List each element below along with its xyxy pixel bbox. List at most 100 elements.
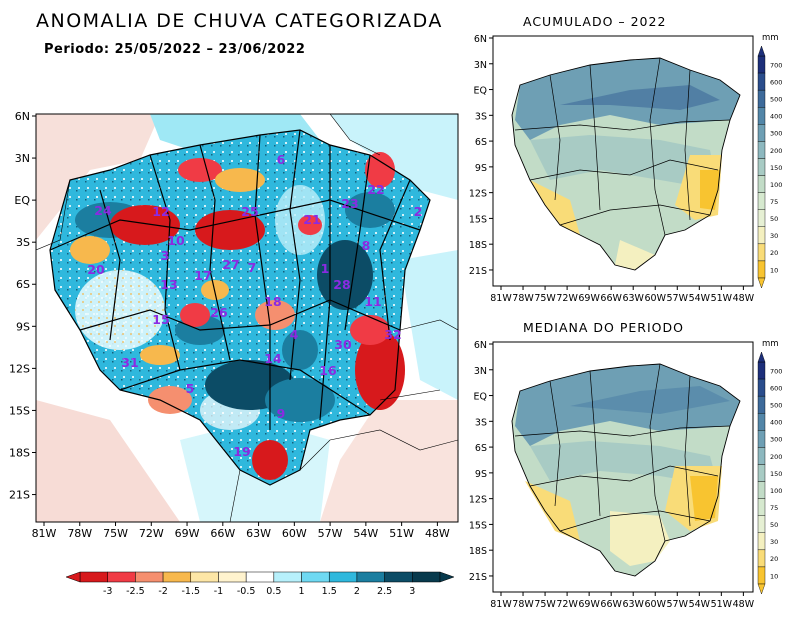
mm-colorbar-label: 75 [770, 198, 778, 206]
colorbar-label: 1 [299, 586, 305, 597]
lat-label: 6S [475, 137, 487, 148]
median-map: 6N 3N EQ 3S 6S 9S 12S 15S 18S 21S 81W 78W 75W 72W 69W… [469, 340, 755, 610]
basin-number: 14 [264, 351, 282, 366]
mm-colorbar-label: 700 [770, 61, 782, 69]
basin-number: 16 [319, 363, 337, 378]
basin-number: 24 [94, 203, 112, 218]
lon-label: 66W [600, 293, 622, 304]
lat-label: 18S [469, 240, 487, 251]
colorbar-segment [245, 571, 275, 583]
lat-label: 3N [15, 152, 30, 165]
colorbar-label: 1.5 [322, 586, 337, 597]
lat-label: 6S [475, 443, 487, 454]
mm-colorbar-segment [757, 158, 766, 176]
lat-label: EQ [474, 392, 487, 403]
colorbar-segment [356, 571, 385, 583]
basin-number: 11 [364, 294, 381, 309]
lat-label: 9S [475, 163, 487, 174]
lon-label: 75W [534, 599, 556, 610]
lon-label: 57W [318, 527, 343, 540]
lat-label: 15S [469, 214, 487, 225]
median-subtitle: MEDIANA DO PERIODO [523, 320, 684, 335]
accumulated-map: 6N 3N EQ 3S 6S 9S 12S 15S 18S 21S 81W 78W 75W 72W 69W… [469, 34, 755, 304]
mm-colorbar-label: 150 [770, 470, 782, 478]
mm-colorbar-segment [757, 243, 766, 262]
mm-colorbar-label: 20 [770, 249, 778, 257]
lat-label: 15S [469, 520, 487, 531]
colorbar-label: -1 [214, 586, 223, 597]
mm-colorbar-label: 50 [770, 215, 778, 223]
lon-label: 60W [644, 599, 666, 610]
lon-label: 54W [689, 293, 711, 304]
mm-colorbar-label: 200 [770, 453, 782, 461]
lon-label: 78W [512, 293, 534, 304]
mm-unit: mm [762, 33, 779, 43]
lat-label: EQ [14, 194, 30, 207]
lat-label: 9S [475, 469, 487, 480]
mm-colorbar-label: 20 [770, 555, 778, 563]
colorbar-label: -2 [158, 586, 167, 597]
basin-number: 13 [160, 277, 177, 292]
mm-colorbar-arrow-top [757, 45, 766, 57]
lon-label: 72W [139, 527, 164, 540]
mm-colorbar-segment [757, 107, 766, 125]
colorbar-segment [301, 571, 330, 583]
mm-colorbar-bottom: mm 700 600 500 400 300 200 150 100 75 50 30 20 10 [757, 339, 782, 595]
mm-colorbar-arrow-bottom [757, 277, 766, 289]
lon-label: 51W [389, 527, 414, 540]
mm-colorbar-segment [757, 72, 766, 91]
mm-colorbar-label: 30 [770, 538, 778, 546]
lon-label: 81W [490, 293, 512, 304]
lon-label: 57W [667, 599, 689, 610]
mm-colorbar-segment [757, 226, 766, 245]
mm-colorbar-arrow-bottom [757, 583, 766, 595]
basin-number: 4 [290, 327, 299, 342]
lat-label: 15S [9, 404, 30, 417]
basin-number: 19 [233, 444, 250, 459]
lon-label: 72W [556, 293, 578, 304]
mm-colorbar-segment [757, 481, 766, 499]
lat-label: 21S [469, 266, 487, 277]
lat-label: 12S [9, 362, 30, 375]
basin-number: 30 [334, 337, 352, 352]
lat-label: 3S [475, 417, 487, 428]
mm-colorbar-label: 700 [770, 367, 782, 375]
mm-colorbar-label: 10 [770, 572, 778, 580]
mm-colorbar-label: 600 [770, 78, 782, 86]
colorbar-segment [162, 571, 192, 583]
lon-label: 48W [733, 599, 755, 610]
mm-colorbar-segment [757, 209, 766, 227]
colorbar-label: -1.5 [181, 586, 200, 597]
mm-colorbar-label: 200 [770, 147, 782, 155]
basin-number: 17 [194, 268, 211, 283]
colorbar-label: 0.5 [266, 586, 281, 597]
mm-colorbar-segment [757, 464, 766, 482]
lat-label: 3N [474, 60, 487, 71]
basin-number: 6 [277, 152, 286, 167]
lat-label: 3S [16, 236, 30, 249]
basin-number: 25 [241, 204, 258, 219]
basin-number: 1 [321, 261, 330, 276]
basin-number: 32 [384, 327, 401, 342]
colorbar-segment [412, 571, 441, 583]
lat-label: 9S [16, 320, 30, 333]
accum-subtitle: ACUMULADO – 2022 [523, 14, 667, 29]
mm-colorbar-label: 75 [770, 504, 778, 512]
lat-label: 21S [9, 489, 30, 502]
anomaly-colorbar: -3 -2.5 -2 -1.5 -1 -0.5 0.5 1 1.5 2 2.5 3 [65, 571, 455, 597]
mm-colorbar-label: 100 [770, 181, 782, 189]
colorbar-segment [273, 571, 302, 583]
lat-label: 18S [469, 546, 487, 557]
lat-label: 6N [474, 34, 487, 45]
lat-label: EQ [474, 86, 487, 97]
lon-label: 81W [490, 599, 512, 610]
lon-label: 81W [32, 527, 57, 540]
lat-label: 21S [469, 572, 487, 583]
lat-label: 12S [469, 495, 487, 506]
colorbar-arrow-left [65, 571, 81, 583]
mm-colorbar-label: 400 [770, 113, 782, 121]
main-title: ANOMALIA DE CHUVA CATEGORIZADA [36, 10, 443, 32]
lon-label: 69W [578, 599, 600, 610]
mm-colorbar-label: 300 [770, 436, 782, 444]
mm-colorbar-segment [757, 566, 766, 585]
